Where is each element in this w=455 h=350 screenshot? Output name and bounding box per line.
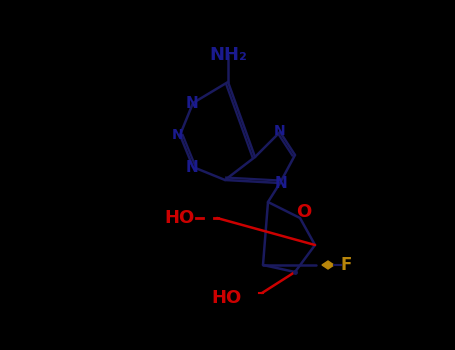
Text: F: F: [341, 256, 352, 274]
Polygon shape: [322, 261, 334, 269]
Text: NH₂: NH₂: [209, 46, 247, 64]
Text: N: N: [186, 96, 198, 111]
Text: N: N: [186, 160, 198, 175]
Text: N: N: [275, 176, 288, 191]
Text: O: O: [296, 203, 312, 221]
Text: HO: HO: [212, 289, 242, 307]
Text: N: N: [172, 128, 184, 142]
Text: N: N: [274, 124, 286, 138]
Text: HO: HO: [165, 209, 195, 227]
